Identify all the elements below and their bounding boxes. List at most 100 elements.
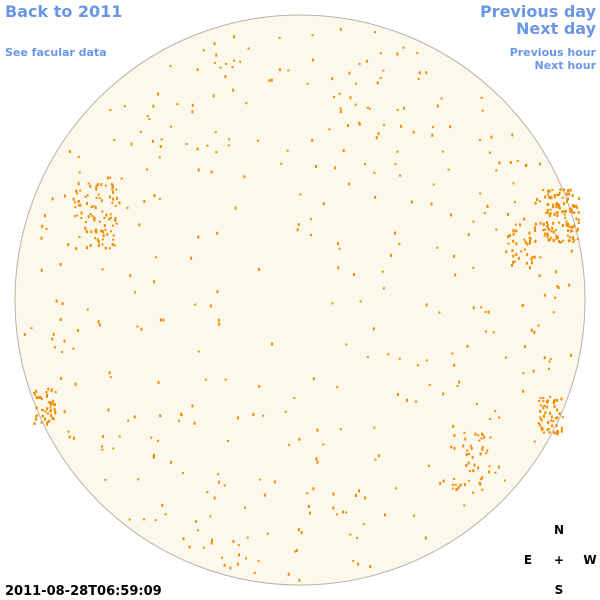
facula bbox=[89, 184, 92, 188]
facula bbox=[485, 452, 488, 455]
facula bbox=[74, 382, 77, 386]
facula bbox=[497, 465, 500, 469]
facula bbox=[406, 398, 408, 402]
facula bbox=[567, 190, 570, 193]
facula bbox=[127, 419, 130, 422]
facula bbox=[46, 420, 49, 423]
facula bbox=[453, 477, 456, 480]
facula bbox=[540, 418, 543, 422]
facula bbox=[238, 553, 241, 557]
facula bbox=[50, 402, 52, 406]
facula bbox=[452, 424, 455, 428]
facula bbox=[247, 47, 250, 50]
facula bbox=[112, 238, 115, 241]
facula bbox=[553, 195, 556, 199]
facula bbox=[41, 409, 44, 412]
facula bbox=[536, 198, 539, 201]
facular-data-link[interactable]: See facular data bbox=[5, 46, 107, 59]
facula bbox=[54, 391, 57, 394]
facula bbox=[563, 210, 566, 213]
facula bbox=[505, 250, 508, 254]
facula bbox=[432, 183, 435, 186]
facula bbox=[111, 184, 114, 187]
facula bbox=[278, 68, 281, 72]
facula bbox=[213, 496, 216, 500]
facula bbox=[51, 337, 54, 341]
facula bbox=[575, 204, 578, 208]
facula bbox=[152, 455, 155, 459]
facula bbox=[556, 211, 559, 214]
facula bbox=[109, 376, 112, 379]
next-hour-link[interactable]: Next hour bbox=[535, 59, 597, 72]
facula bbox=[456, 385, 459, 388]
facula bbox=[284, 410, 287, 413]
facula bbox=[197, 235, 200, 239]
facula bbox=[114, 219, 117, 223]
facula bbox=[79, 203, 82, 207]
facula bbox=[530, 328, 533, 332]
facula bbox=[559, 188, 562, 192]
facula bbox=[569, 210, 571, 213]
facula bbox=[552, 203, 555, 207]
facula bbox=[554, 229, 557, 232]
facula bbox=[157, 92, 160, 96]
facula bbox=[555, 432, 558, 435]
facula bbox=[375, 136, 378, 140]
facula bbox=[463, 504, 466, 507]
facula bbox=[575, 217, 578, 221]
previous-hour-link[interactable]: Previous hour bbox=[510, 46, 597, 59]
facula bbox=[332, 492, 335, 496]
facula bbox=[80, 211, 83, 215]
facula bbox=[555, 202, 558, 206]
compass-west: W bbox=[583, 553, 596, 567]
facula bbox=[107, 408, 110, 412]
facula bbox=[310, 218, 312, 221]
facula bbox=[545, 400, 548, 404]
facula bbox=[263, 493, 266, 497]
facula bbox=[112, 224, 114, 227]
facula bbox=[252, 413, 255, 416]
facula bbox=[97, 193, 100, 196]
next-day-link[interactable]: Next day bbox=[516, 19, 597, 38]
facula bbox=[35, 389, 38, 393]
facula bbox=[77, 200, 80, 203]
facula bbox=[219, 66, 222, 69]
facula bbox=[556, 429, 559, 433]
facula bbox=[372, 327, 375, 331]
back-link[interactable]: Back to 2011 bbox=[5, 2, 122, 21]
facula bbox=[550, 419, 552, 422]
facula bbox=[84, 226, 87, 230]
facula bbox=[495, 169, 498, 172]
facula bbox=[546, 221, 548, 225]
facula bbox=[368, 107, 371, 110]
facula bbox=[118, 201, 121, 205]
facula bbox=[552, 230, 555, 234]
facula bbox=[457, 485, 460, 489]
facula bbox=[565, 220, 568, 223]
facula bbox=[61, 302, 64, 306]
facula bbox=[566, 200, 569, 204]
facula bbox=[104, 184, 107, 187]
facula bbox=[257, 559, 260, 562]
facula bbox=[139, 130, 142, 133]
facula bbox=[51, 401, 54, 405]
facula bbox=[44, 410, 47, 413]
facula bbox=[467, 453, 470, 455]
facula bbox=[159, 145, 162, 148]
facula bbox=[95, 184, 98, 187]
facula bbox=[133, 415, 136, 419]
facula bbox=[354, 103, 357, 106]
previous-day-link[interactable]: Previous day bbox=[480, 2, 597, 21]
facula bbox=[495, 228, 498, 231]
facula bbox=[570, 353, 572, 357]
facula bbox=[95, 230, 98, 234]
facula bbox=[95, 188, 98, 191]
facula bbox=[72, 347, 75, 350]
facula bbox=[528, 236, 531, 239]
facula bbox=[567, 188, 570, 191]
facula bbox=[87, 182, 90, 185]
facula bbox=[76, 214, 79, 217]
facula bbox=[98, 197, 101, 200]
facula bbox=[466, 344, 469, 348]
facula bbox=[413, 514, 415, 517]
